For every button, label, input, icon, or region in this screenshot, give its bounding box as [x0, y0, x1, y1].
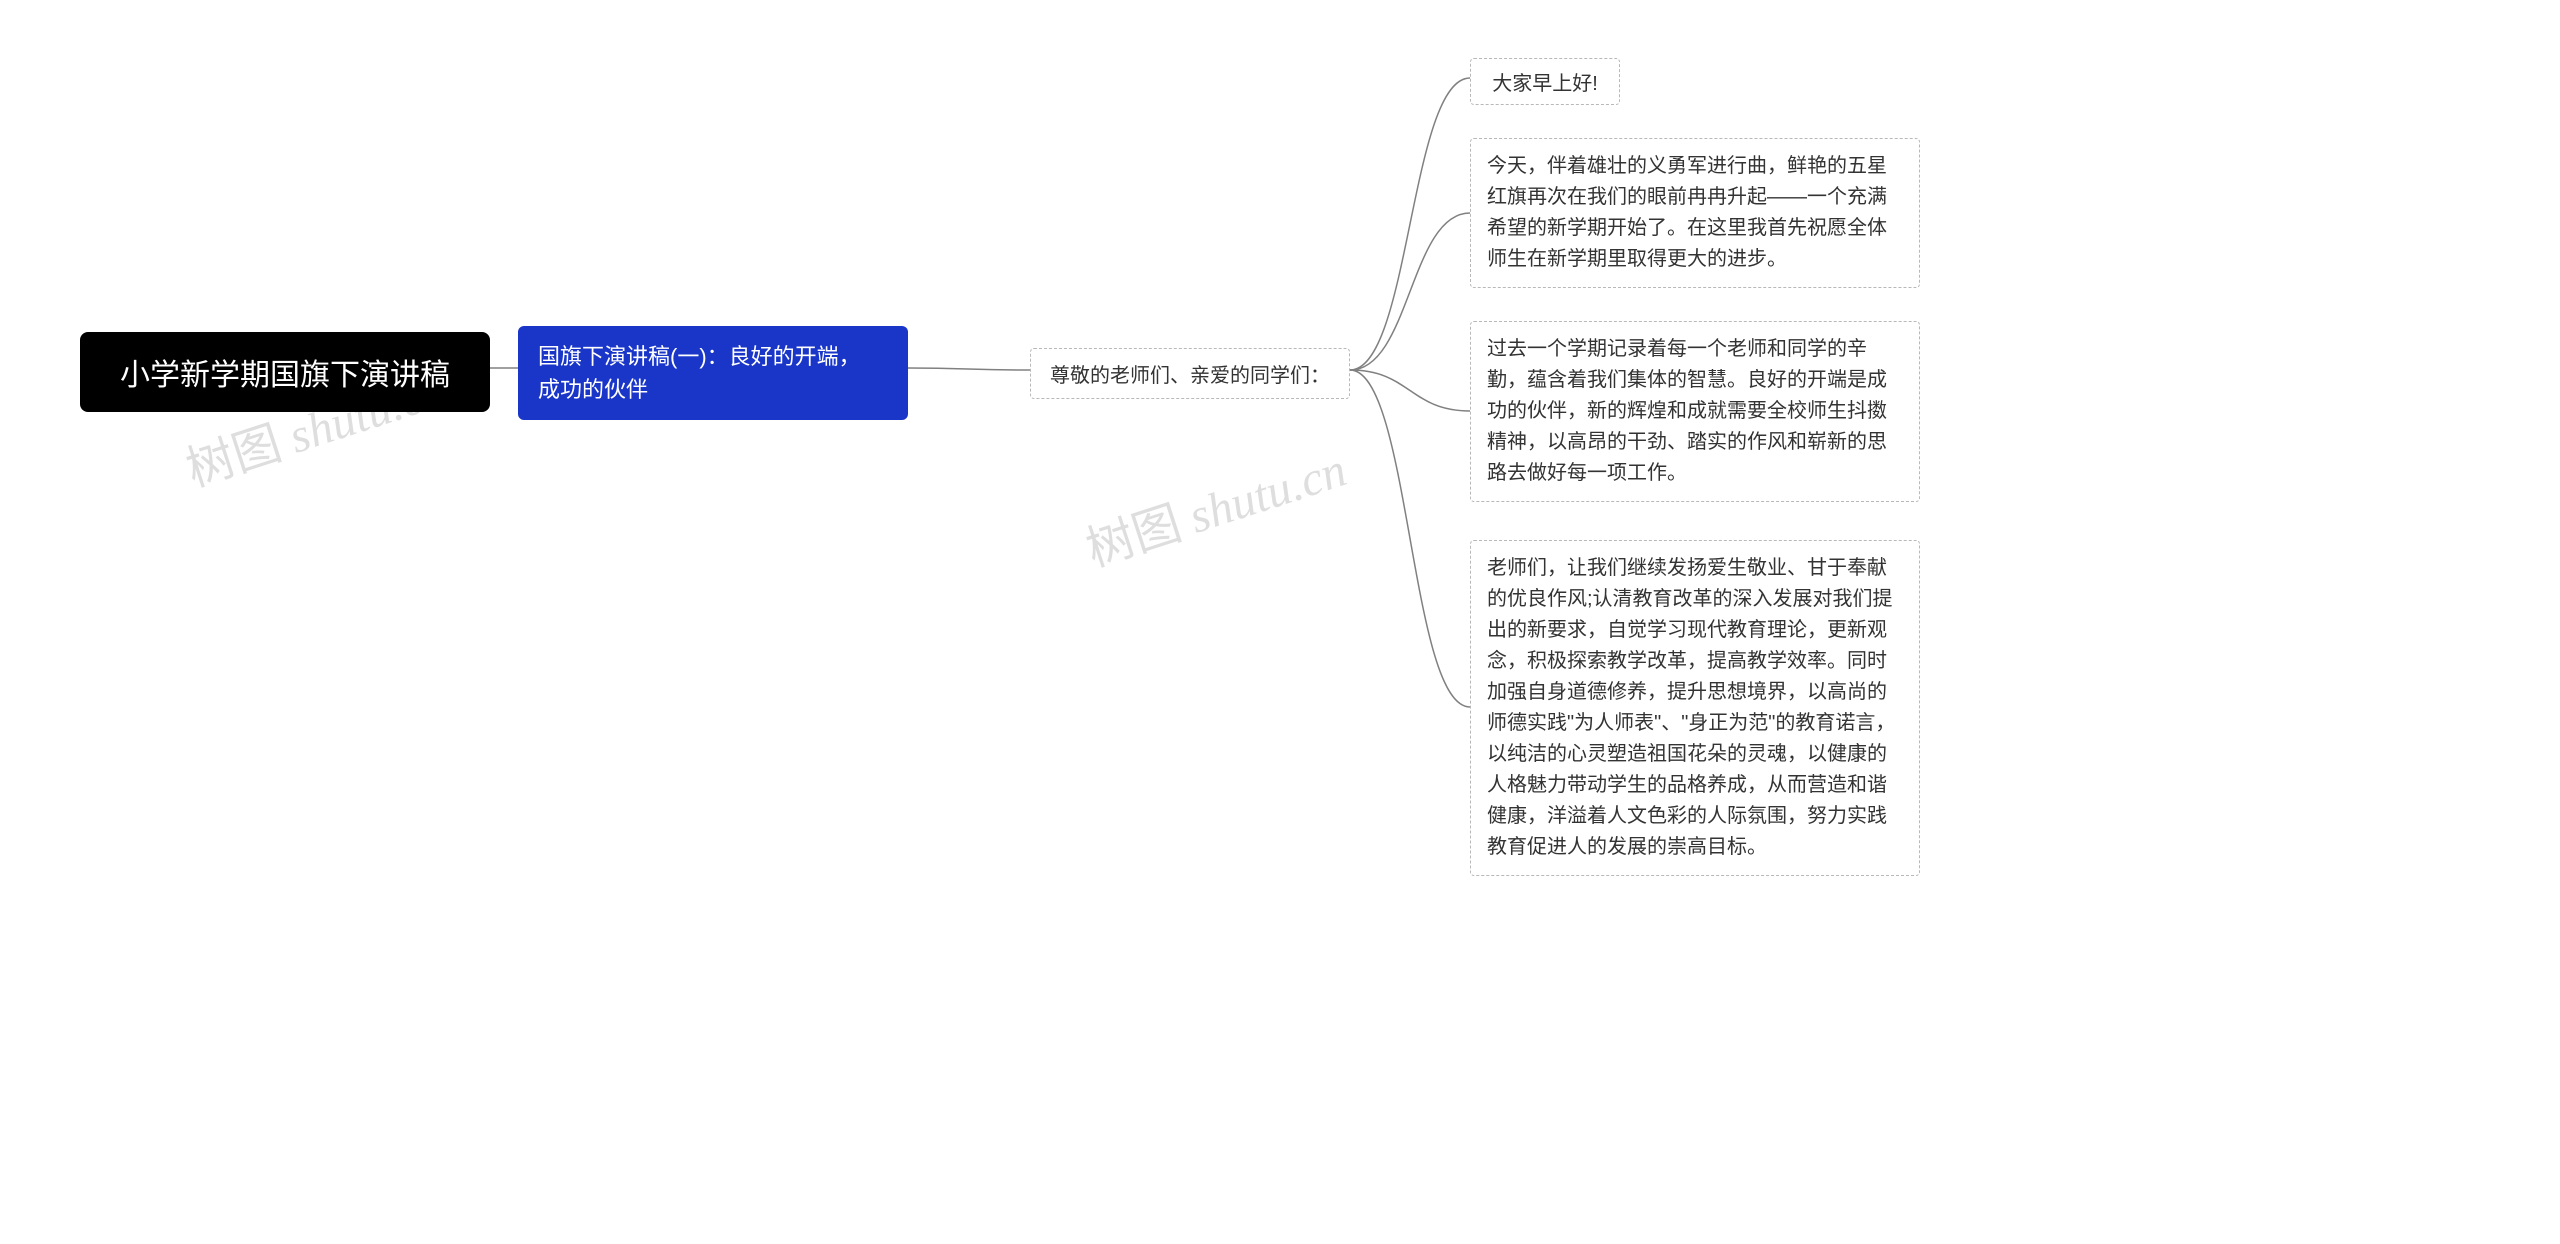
- connector: [1350, 370, 1470, 411]
- connector-layer: [0, 0, 2560, 1244]
- root-node[interactable]: 小学新学期国旗下演讲稿: [80, 332, 490, 412]
- leaf-node-2[interactable]: 今天，伴着雄壮的义勇军进行曲，鲜艳的五星红旗再次在我们的眼前冉冉升起——一个充满…: [1470, 138, 1920, 288]
- leaf-node-3[interactable]: 过去一个学期记录着每一个老师和同学的辛勤，蕴含着我们集体的智慧。良好的开端是成功…: [1470, 321, 1920, 502]
- connector: [908, 368, 1030, 370]
- connector: [1350, 370, 1470, 707]
- connector: [1350, 213, 1470, 370]
- level2-node[interactable]: 尊敬的老师们、亲爱的同学们：: [1030, 348, 1350, 399]
- connector: [1350, 78, 1470, 370]
- leaf-node-4[interactable]: 老师们，让我们继续发扬爱生敬业、甘于奉献的优良作风;认清教育改革的深入发展对我们…: [1470, 540, 1920, 876]
- level1-node[interactable]: 国旗下演讲稿(一)：良好的开端， 成功的伙伴: [518, 326, 908, 420]
- watermark: 树图 shutu.cn: [1076, 430, 1354, 580]
- leaf-node-1[interactable]: 大家早上好!: [1470, 58, 1620, 105]
